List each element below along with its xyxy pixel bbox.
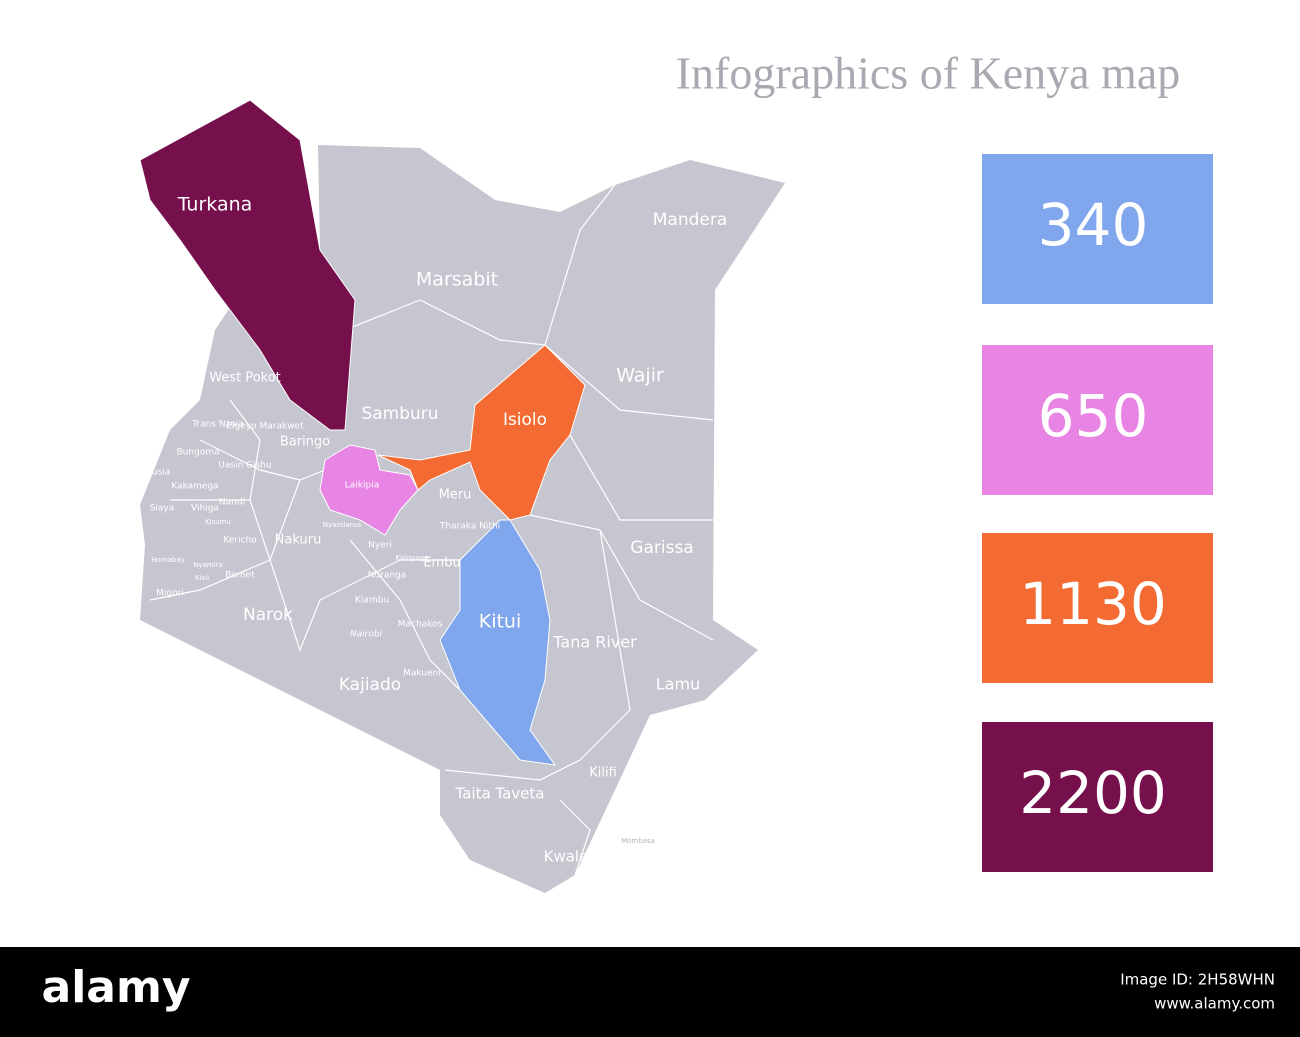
highlighted-regions bbox=[139, 99, 586, 766]
border bbox=[149, 499, 271, 601]
county-label: Wajir bbox=[616, 365, 664, 387]
county-label: Nyamira bbox=[193, 561, 223, 569]
county-label: Kericho bbox=[223, 536, 257, 546]
county-label: Mandera bbox=[653, 210, 728, 230]
value-boxes: 340 650 1130 2200 bbox=[982, 154, 1213, 872]
region bbox=[139, 99, 356, 431]
county-label: Bungoma bbox=[176, 448, 219, 458]
county-label: Taita Taveta bbox=[455, 785, 545, 803]
county-label: Nandi bbox=[219, 498, 245, 508]
value-box bbox=[982, 345, 1213, 495]
border bbox=[199, 439, 326, 481]
county-label: Baringo bbox=[280, 435, 330, 450]
county-label: Kiambu bbox=[355, 596, 389, 606]
county-label: Kwale bbox=[544, 848, 589, 866]
county-label: Nakuru bbox=[275, 533, 322, 548]
value-label: 340 bbox=[1038, 191, 1149, 259]
kenya-outline bbox=[140, 145, 785, 893]
county-label: Nyeri bbox=[368, 541, 392, 551]
county-label: Embu bbox=[423, 556, 460, 571]
county-label: Makueni bbox=[403, 669, 441, 679]
county-label: West Pokot bbox=[209, 371, 281, 386]
county-label: Samburu bbox=[361, 404, 438, 424]
value-label: 1130 bbox=[1019, 570, 1167, 638]
county-label: Elgeyo Marakwet bbox=[226, 422, 304, 432]
border bbox=[349, 539, 461, 691]
county-label: Vihiga bbox=[191, 504, 219, 514]
county-label: Kisii bbox=[195, 574, 209, 582]
county-label: Uasin Gishu bbox=[218, 461, 271, 471]
border bbox=[344, 184, 616, 346]
county-label: Machakos bbox=[398, 620, 443, 630]
region bbox=[439, 519, 557, 766]
county-label: Kilifi bbox=[589, 766, 617, 781]
value-box bbox=[982, 722, 1213, 872]
border bbox=[269, 479, 460, 652]
county-label: Nairobi bbox=[350, 630, 383, 640]
county-label: Tharaka Nithi bbox=[439, 522, 500, 532]
county-label: Homabay bbox=[151, 556, 185, 564]
value-box bbox=[982, 533, 1213, 683]
county-label: Tana River bbox=[552, 633, 637, 652]
region bbox=[377, 344, 586, 521]
value-box bbox=[982, 154, 1213, 304]
county-label: Mombasa bbox=[621, 837, 655, 845]
county-label: Migori bbox=[156, 589, 184, 599]
county-label: Nuranga bbox=[368, 571, 407, 581]
border bbox=[529, 514, 714, 641]
region-label: Turkana bbox=[177, 194, 253, 216]
region-labels: Turkana Laikipia Isiolo Kitui Mandera Ma… bbox=[146, 194, 728, 866]
county-label: Garissa bbox=[630, 538, 693, 558]
footer-band bbox=[0, 947, 1300, 1037]
county-label: Busia bbox=[146, 468, 171, 478]
region-label: Isiolo bbox=[503, 410, 547, 430]
county-label: Kakamega bbox=[171, 482, 218, 492]
value-label: 2200 bbox=[1019, 759, 1167, 827]
county-label: Trans Nzoia bbox=[191, 420, 244, 430]
county-label: Siaya bbox=[150, 504, 175, 514]
county-label: Bomet bbox=[225, 571, 255, 581]
county-label: Kajiado bbox=[339, 675, 401, 695]
county-label: Nyandarua bbox=[323, 521, 361, 529]
value-label: 650 bbox=[1038, 382, 1149, 450]
region bbox=[319, 444, 419, 536]
region-label: Kitui bbox=[479, 611, 522, 633]
county-label: Lamu bbox=[656, 675, 700, 694]
footer-url: www.alamy.com bbox=[1154, 995, 1275, 1013]
county-label: Marsabit bbox=[416, 269, 498, 291]
footer-brand: alamy bbox=[42, 962, 191, 1013]
county-borders bbox=[149, 184, 714, 876]
region-label: Laikipia bbox=[345, 481, 379, 491]
county-label: Kisumu bbox=[205, 518, 231, 526]
footer-id: Image ID: 2H58WHN bbox=[1120, 971, 1275, 989]
border bbox=[559, 799, 591, 876]
border bbox=[229, 399, 261, 501]
title: Infographics of Kenya map bbox=[676, 48, 1181, 99]
county-label: Narok bbox=[243, 605, 293, 625]
border bbox=[444, 529, 631, 781]
county-label: Meru bbox=[439, 488, 472, 503]
border bbox=[544, 344, 714, 421]
border bbox=[569, 434, 713, 521]
county-label: Kirinyaga bbox=[396, 554, 429, 562]
